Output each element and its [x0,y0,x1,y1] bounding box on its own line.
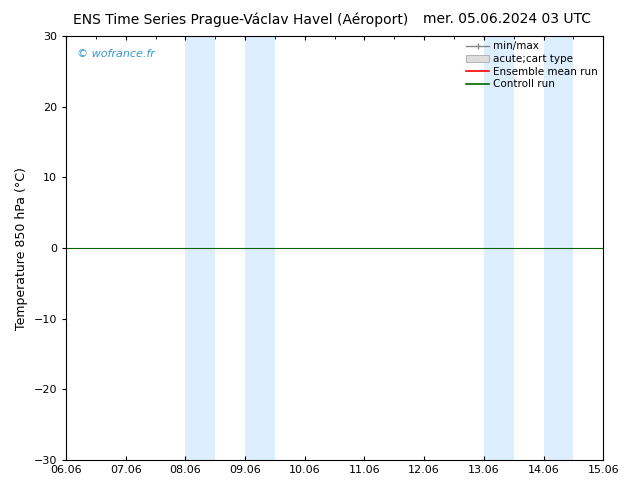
Bar [185,36,216,460]
Bar [245,36,275,460]
Y-axis label: Temperature 850 hPa (°C): Temperature 850 hPa (°C) [15,167,28,330]
Text: ENS Time Series Prague-Václav Havel (Aéroport): ENS Time Series Prague-Václav Havel (Aér… [74,12,408,27]
Legend: min/max, acute;cart type, Ensemble mean run, Controll run: min/max, acute;cart type, Ensemble mean … [464,39,600,91]
Bar [543,36,573,460]
Text: © wofrance.fr: © wofrance.fr [77,49,155,59]
Bar [484,36,514,460]
Text: mer. 05.06.2024 03 UTC: mer. 05.06.2024 03 UTC [424,12,591,26]
